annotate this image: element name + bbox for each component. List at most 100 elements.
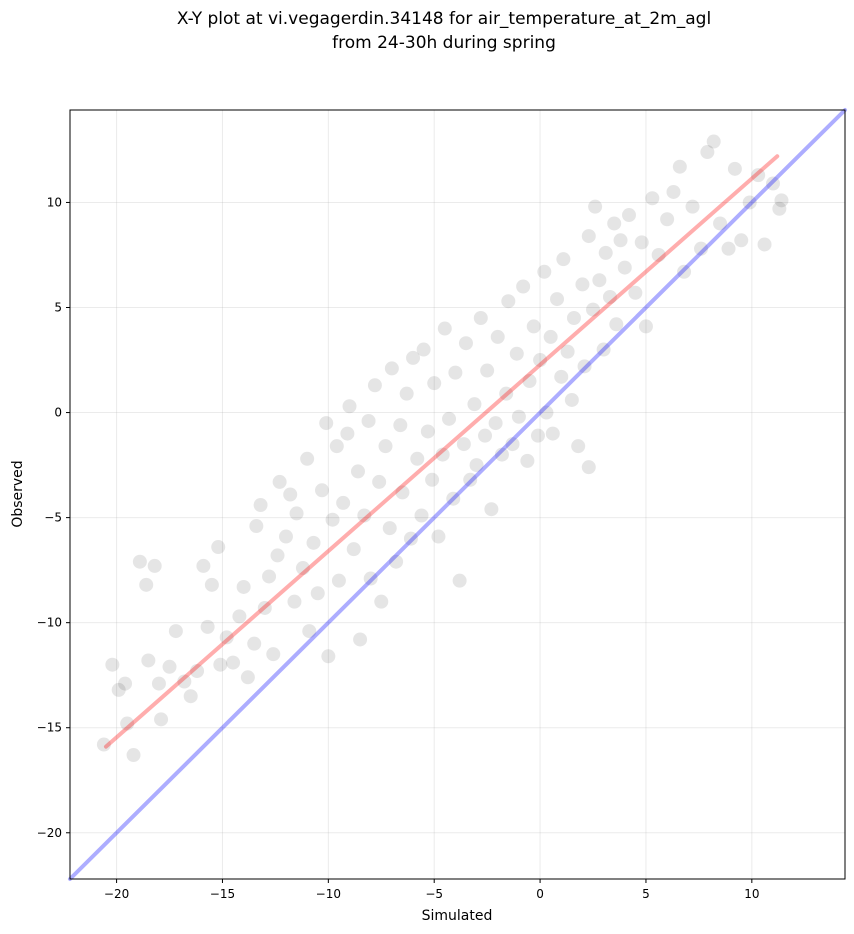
scatter-point: [638, 319, 653, 334]
points-layer: [96, 134, 789, 763]
y-tick-label: −20: [37, 826, 62, 840]
scatter-point: [442, 411, 457, 426]
scatter-point: [566, 311, 581, 326]
scatter-point: [367, 378, 382, 393]
scatter-point: [581, 229, 596, 244]
scatter-point: [236, 579, 251, 594]
scatter-point: [757, 237, 772, 252]
scatter-point: [120, 716, 135, 731]
scatter-point: [378, 439, 393, 454]
scatter-point: [494, 447, 509, 462]
y-tick-label: 0: [54, 406, 62, 420]
scatter-point: [505, 437, 520, 452]
scatter-point: [211, 540, 226, 555]
scatter-point: [350, 464, 365, 479]
x-axis-label: Simulated: [422, 908, 493, 924]
scatter-point: [266, 647, 281, 662]
scatter-point: [346, 542, 361, 557]
scatter-point: [545, 426, 560, 441]
scatter-point: [613, 233, 628, 248]
scatter-point: [490, 329, 505, 344]
scatter-point: [321, 649, 336, 664]
x-tick-label: −10: [316, 887, 341, 901]
scatter-point: [361, 413, 376, 428]
scatter-point: [287, 594, 302, 609]
scatter-point: [425, 472, 440, 487]
scatter-point: [617, 260, 632, 275]
scatter-point: [448, 365, 463, 380]
scatter-point: [480, 363, 495, 378]
y-tick-label: 5: [54, 301, 62, 315]
scatter-point: [452, 573, 467, 588]
chart-title: X-Y plot at vi.vegagerdin.34148 for air_…: [177, 9, 711, 29]
scatter-point: [628, 285, 643, 300]
scatter-point: [700, 145, 715, 160]
x-tick-label: −20: [104, 887, 129, 901]
scatter-point: [651, 247, 666, 262]
scatter-point: [488, 416, 503, 431]
scatter-point: [310, 586, 325, 601]
scatter-point: [204, 577, 219, 592]
plot-frame: [69, 109, 846, 880]
scatter-point: [132, 554, 147, 569]
scatter-point: [435, 447, 450, 462]
scatter-point: [253, 498, 268, 513]
scatter-point: [151, 676, 166, 691]
scatter-point: [437, 321, 452, 336]
x-tick-label: −5: [425, 887, 443, 901]
scatter-point: [596, 342, 611, 357]
scatter-point: [499, 386, 514, 401]
scatter-point: [556, 252, 571, 267]
scatter-point: [598, 245, 613, 260]
scatter-point: [660, 212, 675, 227]
scatter-point: [721, 241, 736, 256]
scatter-point: [416, 342, 431, 357]
scatter-point: [742, 195, 757, 210]
scatter-point: [278, 529, 293, 544]
scatter-point: [592, 273, 607, 288]
scatter-point: [247, 636, 262, 651]
scatter-point: [363, 571, 378, 586]
scatter-point: [458, 336, 473, 351]
scatter-point: [766, 176, 781, 191]
scatter-point: [554, 369, 569, 384]
scatter-point: [372, 474, 387, 489]
scatter-point: [177, 674, 192, 689]
scatter-point: [478, 428, 493, 443]
scatter-point: [420, 424, 435, 439]
scatter-point: [467, 397, 482, 412]
scatter-point: [484, 502, 499, 517]
y-tick-label: −15: [37, 721, 62, 735]
scatter-point: [586, 302, 601, 317]
x-tick-label: 0: [536, 887, 544, 901]
scatter-point: [706, 134, 721, 149]
scatter-point: [340, 426, 355, 441]
x-tick-label: 5: [642, 887, 650, 901]
scatter-point: [685, 199, 700, 214]
scatter-point: [713, 216, 728, 231]
scatter-point: [342, 399, 357, 414]
scatter-point: [609, 317, 624, 332]
scatter-point: [306, 535, 321, 550]
scatter-point: [226, 655, 241, 670]
scatter-point: [111, 682, 126, 697]
scatter-point: [126, 748, 141, 763]
chart-subtitle: from 24-30h during spring: [332, 33, 556, 53]
scatter-point: [463, 472, 478, 487]
scatter-point: [575, 277, 590, 292]
fit-lines-layer: [68, 108, 847, 881]
scatter-point: [581, 460, 596, 475]
scatter-point: [331, 573, 346, 588]
scatter-point: [190, 663, 205, 678]
scatter-point: [196, 558, 211, 573]
scatter-point: [772, 201, 787, 216]
scatter-point: [289, 506, 304, 521]
scatter-point: [213, 657, 228, 672]
axis-ticks: −20 −15 −10 −5 0 5 10 −20 −15 −10 −5 0 5 10: [37, 195, 760, 901]
scatter-point: [564, 392, 579, 407]
scatter-point: [257, 600, 272, 615]
scatter-point: [403, 531, 418, 546]
scatter-point: [571, 439, 586, 454]
scatter-point: [550, 292, 565, 307]
